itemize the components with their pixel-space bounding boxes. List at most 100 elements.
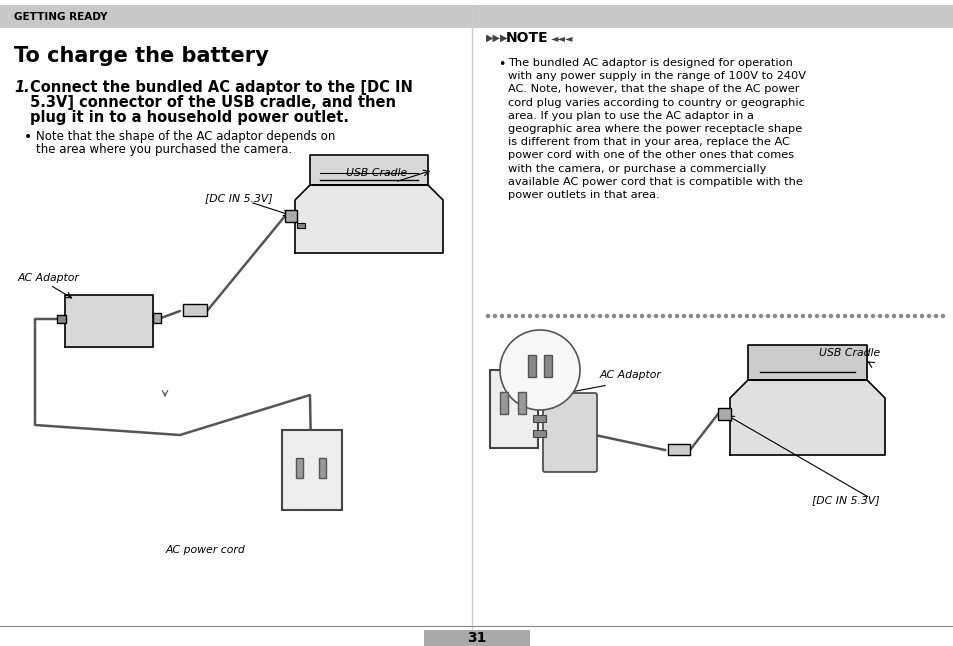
- Text: area. If you plan to use the AC adaptor in a: area. If you plan to use the AC adaptor …: [507, 111, 753, 121]
- Circle shape: [499, 330, 579, 410]
- Text: Connect the bundled AC adaptor to the [DC IN: Connect the bundled AC adaptor to the [D…: [30, 80, 413, 95]
- Text: [DC IN 5.3V]: [DC IN 5.3V]: [205, 193, 273, 203]
- Circle shape: [773, 315, 776, 317]
- Circle shape: [807, 315, 811, 317]
- Text: NOTE: NOTE: [505, 31, 548, 45]
- Circle shape: [744, 315, 748, 317]
- Circle shape: [801, 315, 803, 317]
- Circle shape: [765, 315, 769, 317]
- Text: plug it in to a household power outlet.: plug it in to a household power outlet.: [30, 110, 349, 125]
- Bar: [152, 313, 161, 323]
- Circle shape: [857, 315, 860, 317]
- Circle shape: [905, 315, 908, 317]
- Text: with the camera, or purchase a commercially: with the camera, or purchase a commercia…: [507, 163, 765, 174]
- Bar: [0, 5, 953, 28]
- Circle shape: [842, 315, 845, 317]
- Text: geographic area where the power receptacle shape: geographic area where the power receptac…: [507, 124, 801, 134]
- Bar: [295, 458, 303, 478]
- Circle shape: [514, 315, 517, 317]
- Circle shape: [584, 315, 587, 317]
- Text: AC Adaptor: AC Adaptor: [18, 273, 80, 283]
- Circle shape: [493, 315, 496, 317]
- Circle shape: [863, 315, 866, 317]
- Text: is different from that in your area, replace the AC: is different from that in your area, rep…: [507, 137, 789, 147]
- Circle shape: [941, 315, 943, 317]
- Circle shape: [563, 315, 566, 317]
- Bar: [667, 444, 689, 455]
- Text: power cord with one of the other ones that comes: power cord with one of the other ones th…: [507, 151, 793, 160]
- Bar: [296, 223, 305, 228]
- Bar: [499, 392, 507, 414]
- Text: •: •: [497, 58, 505, 71]
- Text: 31: 31: [467, 631, 486, 645]
- Bar: [517, 392, 525, 414]
- Text: cord plug varies according to country or geographic: cord plug varies according to country or…: [507, 98, 804, 108]
- Circle shape: [884, 315, 887, 317]
- Circle shape: [654, 315, 657, 317]
- Circle shape: [815, 315, 818, 317]
- Bar: [533, 430, 545, 437]
- Text: The bundled AC adaptor is designed for operation: The bundled AC adaptor is designed for o…: [507, 58, 792, 68]
- Circle shape: [639, 315, 643, 317]
- Circle shape: [570, 315, 573, 317]
- Circle shape: [598, 315, 601, 317]
- Circle shape: [591, 315, 594, 317]
- Circle shape: [528, 315, 531, 317]
- Circle shape: [647, 315, 650, 317]
- Text: AC. Note, however, that the shape of the AC power: AC. Note, however, that the shape of the…: [507, 85, 799, 94]
- Circle shape: [752, 315, 755, 317]
- Polygon shape: [747, 345, 866, 380]
- Text: •: •: [24, 130, 32, 144]
- Circle shape: [871, 315, 874, 317]
- Circle shape: [723, 315, 727, 317]
- Circle shape: [535, 315, 537, 317]
- Bar: [285, 210, 296, 222]
- Text: USB Cradle: USB Cradle: [818, 348, 879, 358]
- Circle shape: [633, 315, 636, 317]
- Circle shape: [681, 315, 685, 317]
- Circle shape: [668, 315, 671, 317]
- Bar: [57, 315, 66, 323]
- Circle shape: [899, 315, 902, 317]
- Text: available AC power cord that is compatible with the: available AC power cord that is compatib…: [507, 177, 802, 187]
- Circle shape: [507, 315, 510, 317]
- Circle shape: [660, 315, 664, 317]
- Circle shape: [934, 315, 937, 317]
- Circle shape: [926, 315, 929, 317]
- Text: Note that the shape of the AC adaptor depends on: Note that the shape of the AC adaptor de…: [36, 130, 335, 143]
- Circle shape: [542, 315, 545, 317]
- FancyBboxPatch shape: [282, 430, 341, 510]
- Polygon shape: [294, 185, 442, 253]
- Text: the area where you purchased the camera.: the area where you purchased the camera.: [36, 143, 292, 156]
- Text: 5.3V] connector of the USB cradle, and then: 5.3V] connector of the USB cradle, and t…: [30, 95, 395, 110]
- Polygon shape: [729, 380, 884, 455]
- Circle shape: [556, 315, 558, 317]
- Circle shape: [612, 315, 615, 317]
- Circle shape: [605, 315, 608, 317]
- Circle shape: [828, 315, 832, 317]
- Circle shape: [892, 315, 895, 317]
- Circle shape: [702, 315, 706, 317]
- Text: ▶▶▶: ▶▶▶: [485, 33, 508, 43]
- Bar: [533, 415, 545, 422]
- Text: with any power supply in the range of 100V to 240V: with any power supply in the range of 10…: [507, 71, 805, 81]
- Circle shape: [675, 315, 678, 317]
- Circle shape: [577, 315, 579, 317]
- Text: ◄◄◄: ◄◄◄: [551, 33, 573, 43]
- Bar: [527, 355, 536, 377]
- Polygon shape: [310, 155, 428, 185]
- Circle shape: [786, 315, 790, 317]
- Circle shape: [717, 315, 720, 317]
- Text: USB Cradle: USB Cradle: [345, 168, 407, 178]
- Text: GETTING READY: GETTING READY: [14, 12, 108, 21]
- Circle shape: [836, 315, 839, 317]
- Circle shape: [500, 315, 503, 317]
- Circle shape: [794, 315, 797, 317]
- Circle shape: [913, 315, 916, 317]
- Bar: [183, 304, 207, 316]
- Circle shape: [626, 315, 629, 317]
- Circle shape: [738, 315, 740, 317]
- Circle shape: [878, 315, 881, 317]
- Text: power outlets in that area.: power outlets in that area.: [507, 190, 659, 200]
- Circle shape: [821, 315, 824, 317]
